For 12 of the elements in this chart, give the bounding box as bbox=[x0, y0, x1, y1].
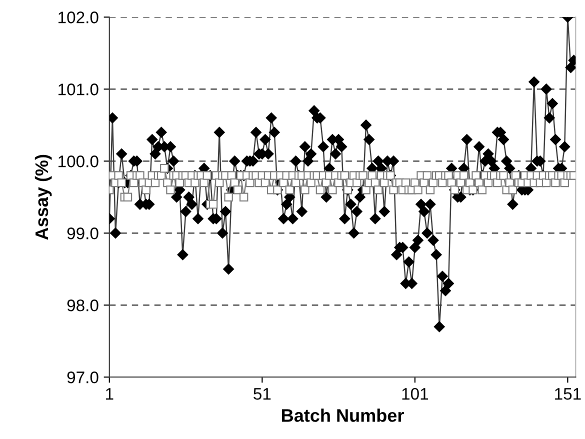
y-tick-label: 98.0 bbox=[67, 300, 98, 312]
y-axis-title: Assay (%) bbox=[34, 154, 52, 240]
x-tick-label: 101 bbox=[402, 388, 428, 400]
x-tick-label: 151 bbox=[555, 388, 581, 400]
y-tick-label: 101.0 bbox=[58, 84, 98, 96]
y-tick-label: 100.0 bbox=[58, 156, 98, 168]
y-tick-label: 97.0 bbox=[67, 372, 98, 384]
x-axis-title: Batch Number bbox=[282, 408, 404, 422]
x-tick-label: 51 bbox=[254, 388, 271, 400]
y-tick-label: 99.0 bbox=[67, 228, 98, 240]
x-tick-label: 1 bbox=[106, 388, 114, 400]
y-tick-label: 102.0 bbox=[58, 12, 98, 24]
